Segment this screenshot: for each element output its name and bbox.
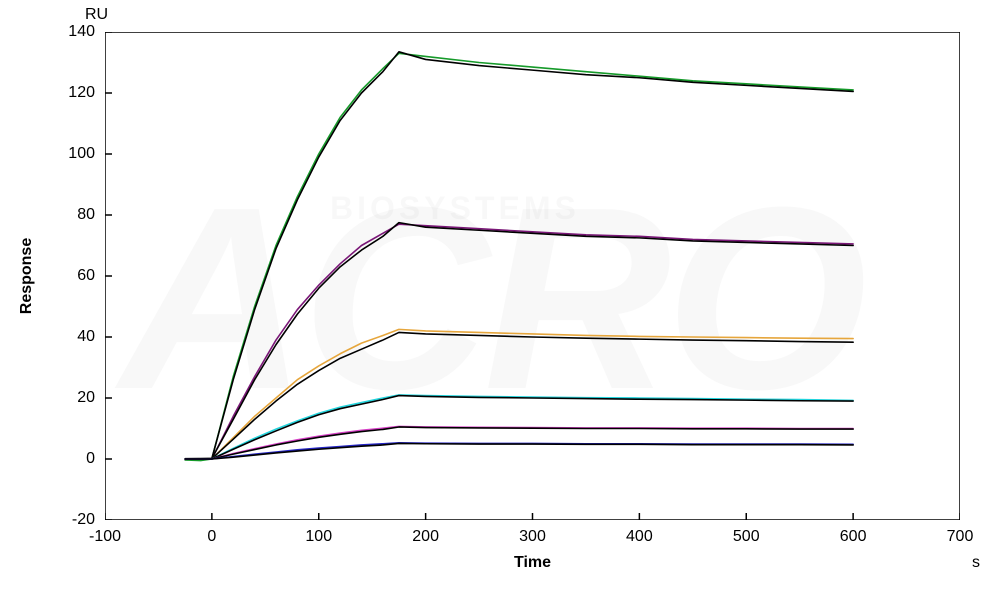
x-tick-label: 0	[207, 528, 216, 546]
series-orange-fit	[185, 332, 853, 459]
plot-border	[105, 32, 960, 520]
y-tick-label: -20	[72, 511, 95, 529]
y-tick-label: 20	[77, 389, 95, 407]
chart-container: ACRO BIOSYSTEMS RU s Response Time -1000…	[0, 0, 1000, 589]
y-tick-label: 80	[77, 206, 95, 224]
y-tick-label: 0	[86, 450, 95, 468]
x-tick-label: 500	[733, 528, 760, 546]
x-tick-label: 300	[519, 528, 546, 546]
x-unit-label: s	[972, 554, 980, 572]
x-tick-label: -100	[89, 528, 121, 546]
x-tick-label: 700	[947, 528, 974, 546]
plot-area	[105, 32, 960, 520]
y-tick-label: 60	[77, 267, 95, 285]
x-tick-label: 200	[412, 528, 439, 546]
x-tick-label: 600	[840, 528, 867, 546]
x-axis-title: Time	[514, 554, 551, 572]
y-tick-label: 120	[68, 84, 95, 102]
y-tick-label: 140	[68, 23, 95, 41]
y-axis-title: Response	[18, 238, 36, 314]
y-tick-label: 100	[68, 145, 95, 163]
plot-svg	[105, 32, 960, 520]
y-unit-label: RU	[85, 6, 108, 24]
x-tick-label: 100	[305, 528, 332, 546]
x-tick-label: 400	[626, 528, 653, 546]
y-tick-label: 40	[77, 328, 95, 346]
